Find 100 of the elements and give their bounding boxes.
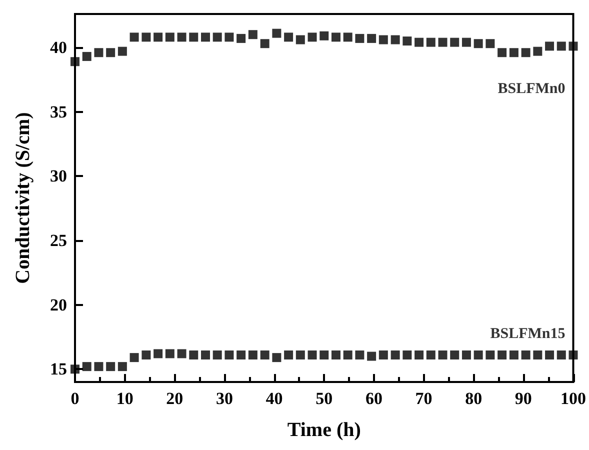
series-label: BSLFMn15: [490, 326, 566, 342]
point: [94, 48, 104, 58]
x-tick-label: 10: [116, 389, 134, 408]
x-tick-label: 100: [560, 389, 586, 408]
x-tick-label: 0: [70, 389, 80, 408]
x-tick-label: 90: [514, 389, 532, 408]
x-axis-title: Time (h): [287, 419, 361, 441]
point: [426, 350, 436, 360]
point: [568, 350, 578, 360]
point: [438, 38, 448, 47]
point: [402, 350, 412, 360]
point: [236, 350, 246, 360]
point: [509, 350, 518, 360]
point: [224, 350, 234, 360]
point: [296, 350, 305, 360]
point: [378, 350, 388, 360]
point: [130, 353, 139, 362]
point: [260, 350, 270, 360]
point: [486, 350, 495, 360]
point: [402, 36, 412, 46]
point: [272, 353, 282, 362]
point: [367, 34, 376, 43]
point: [248, 350, 258, 360]
point: [474, 350, 483, 360]
point: [224, 32, 234, 42]
point: [308, 350, 317, 360]
point: [521, 48, 530, 58]
point: [390, 350, 400, 360]
point: [118, 362, 127, 372]
point: [498, 350, 507, 360]
y-axis-title: Conductivity (S/cm): [12, 112, 34, 284]
point: [272, 28, 282, 38]
point: [200, 32, 210, 42]
x-tick-label: 80: [465, 389, 482, 408]
point: [142, 350, 151, 360]
point: [533, 350, 542, 360]
point: [426, 38, 436, 47]
point: [343, 350, 352, 360]
point: [70, 364, 80, 374]
point: [450, 38, 460, 47]
point: [189, 350, 198, 360]
point: [462, 38, 471, 47]
x-tick-label: 70: [415, 389, 432, 408]
point: [521, 350, 530, 360]
point: [165, 349, 174, 358]
point: [106, 48, 116, 58]
point: [486, 39, 495, 48]
point: [343, 32, 352, 42]
point: [82, 362, 92, 372]
point: [533, 46, 542, 56]
point: [189, 32, 198, 42]
point: [414, 350, 424, 360]
y-tick-label: 35: [50, 102, 67, 122]
point: [260, 39, 270, 48]
point: [154, 349, 163, 358]
point: [331, 350, 340, 360]
y-tick-label: 40: [50, 38, 67, 57]
point: [545, 42, 554, 51]
point: [106, 362, 116, 372]
point: [509, 48, 518, 58]
point: [284, 32, 294, 42]
y-tick-label: 30: [50, 166, 67, 186]
point: [320, 350, 329, 360]
point: [438, 350, 448, 360]
point: [474, 39, 483, 48]
y-tick-label: 20: [50, 295, 67, 314]
point: [94, 362, 104, 372]
point: [320, 31, 329, 40]
point: [177, 32, 186, 42]
point: [355, 350, 364, 360]
point: [390, 35, 400, 44]
point: [212, 350, 222, 360]
point: [118, 46, 127, 56]
point: [556, 42, 566, 51]
point: [498, 48, 507, 58]
x-tick-label: 40: [266, 389, 283, 408]
point: [414, 38, 424, 47]
x-tick-label: 50: [316, 389, 333, 408]
point: [568, 42, 578, 51]
point: [130, 32, 139, 42]
point: [212, 32, 222, 42]
y-tick-label: 25: [50, 230, 67, 250]
point: [378, 35, 388, 44]
point: [556, 350, 566, 360]
point: [331, 32, 340, 42]
point: [355, 34, 364, 43]
point: [284, 350, 294, 360]
point: [82, 52, 92, 61]
point: [70, 57, 80, 66]
y-tick-label: 15: [50, 360, 67, 379]
point: [308, 32, 317, 42]
point: [367, 352, 376, 361]
point: [200, 350, 210, 360]
series-label: BSLFMn0: [498, 81, 566, 98]
point: [462, 350, 471, 360]
point: [154, 32, 163, 42]
point: [296, 35, 305, 44]
point: [177, 349, 186, 358]
point: [142, 32, 151, 42]
point: [545, 350, 554, 360]
